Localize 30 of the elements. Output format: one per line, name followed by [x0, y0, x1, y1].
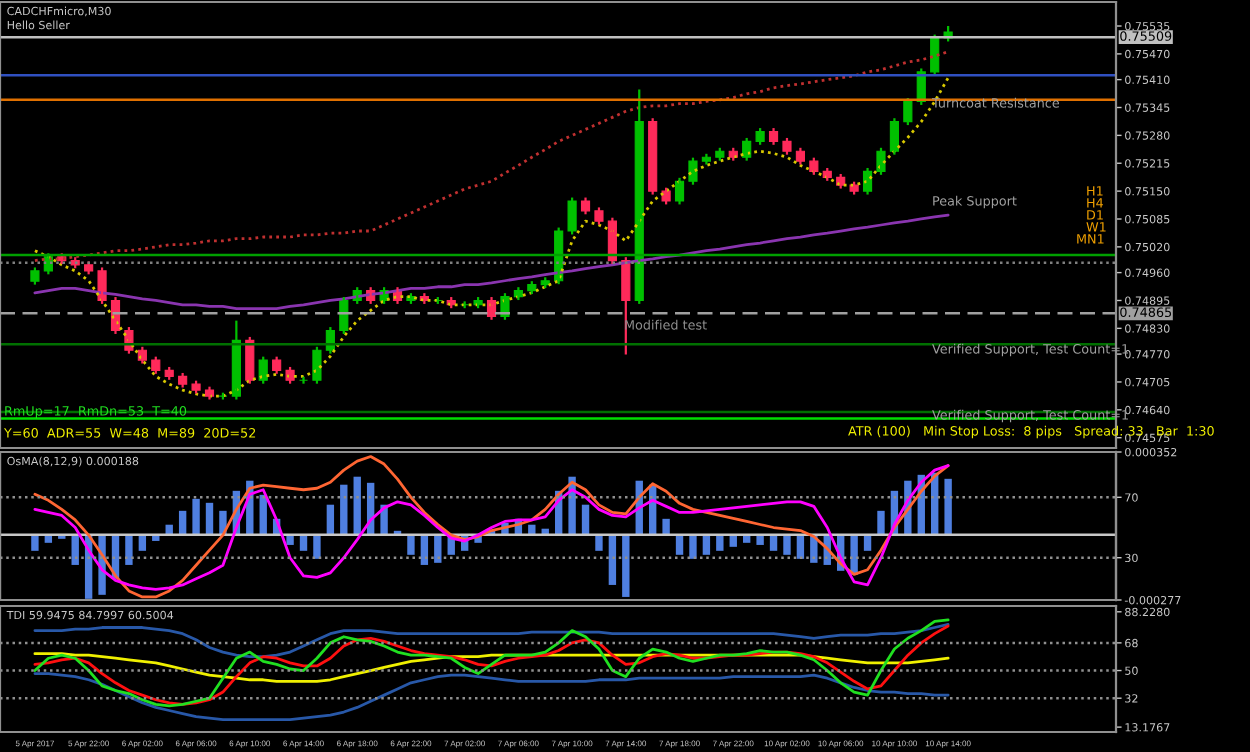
- bar: [178, 510, 187, 535]
- bar: [662, 518, 670, 535]
- bar: [528, 524, 536, 535]
- bar: [608, 534, 617, 585]
- bar: [716, 534, 724, 551]
- bar: [595, 534, 603, 551]
- bar: [877, 510, 885, 535]
- bar: [622, 534, 630, 597]
- bar: [581, 504, 590, 535]
- bar: [675, 534, 684, 555]
- candlestick: [191, 379, 201, 395]
- bar: [353, 476, 361, 535]
- candlestick: [567, 196, 577, 236]
- bar: [702, 534, 711, 555]
- bar: [689, 534, 697, 559]
- bar: [205, 502, 214, 535]
- bar: [944, 478, 952, 535]
- candlestick: [594, 206, 604, 226]
- bar: [31, 534, 39, 551]
- line-series: [33, 672, 950, 722]
- bar: [326, 504, 335, 535]
- bar: [783, 534, 791, 555]
- candlestick: [30, 266, 40, 286]
- bar: [407, 534, 415, 555]
- line-series: [33, 623, 950, 659]
- bar: [192, 498, 200, 535]
- line-series: [33, 652, 950, 683]
- bar: [756, 534, 764, 545]
- bar: [125, 534, 133, 565]
- bar: [340, 484, 348, 535]
